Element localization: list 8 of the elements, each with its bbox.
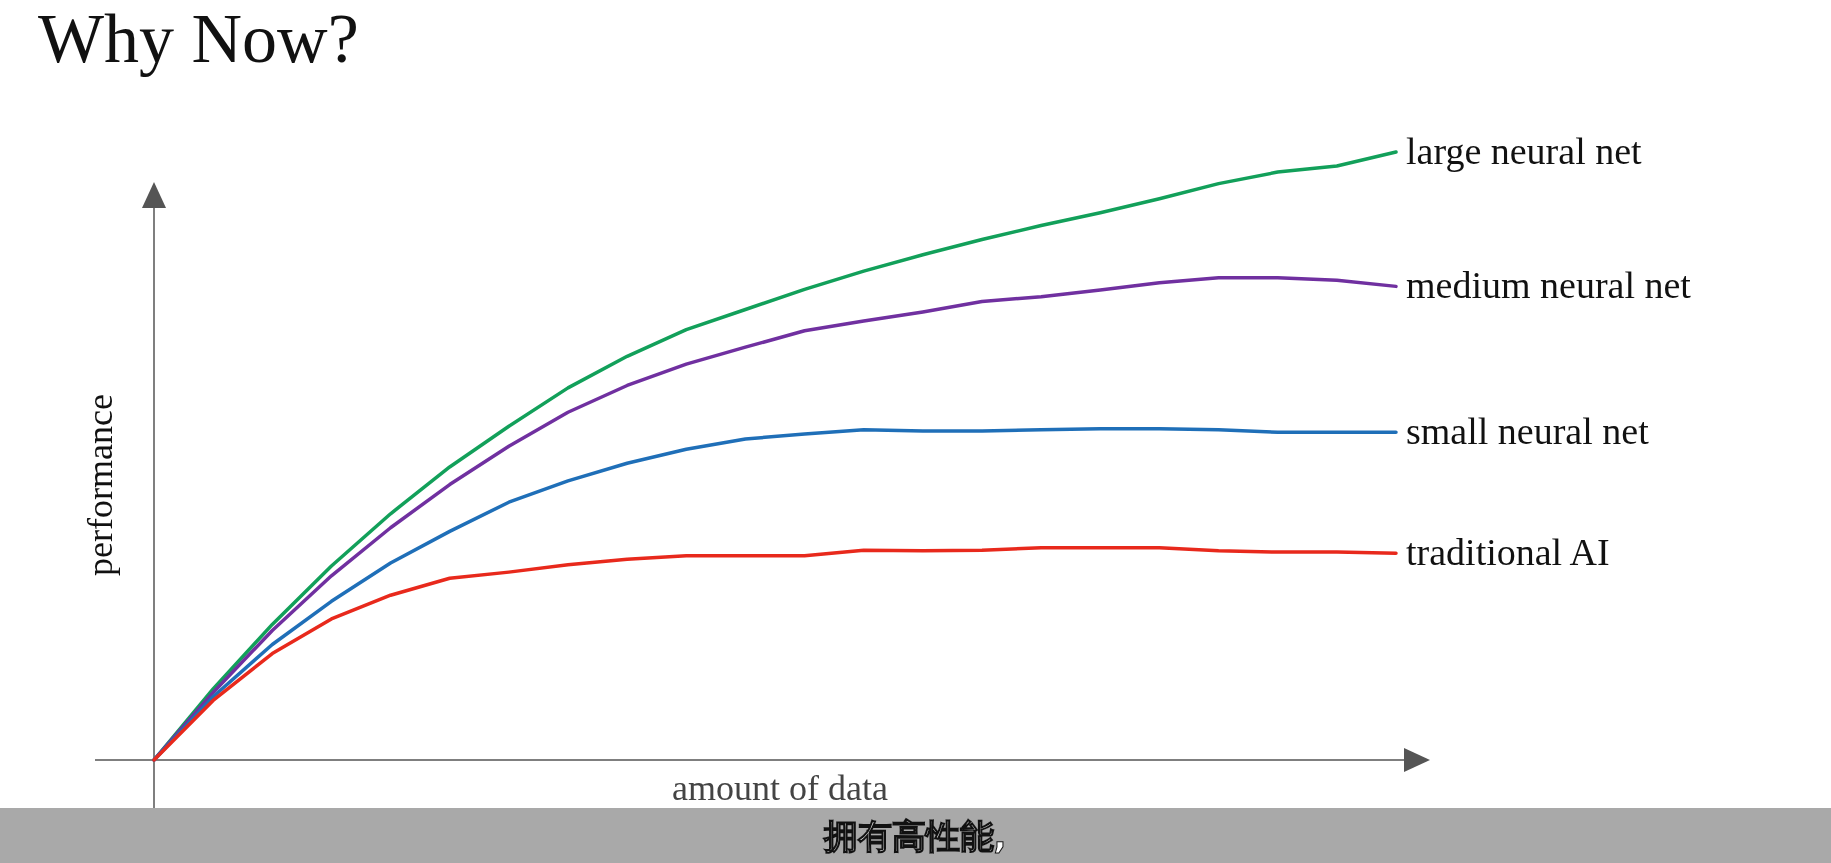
x-axis-title: amount of data [672,768,888,808]
series-label: medium neural net [1406,264,1692,307]
y-axis-title: performance [80,394,120,576]
series-label: traditional AI [1406,531,1610,574]
series-label: small neural net [1406,410,1650,453]
chart-title: Why Now? [38,0,359,77]
series-label: large neural net [1406,130,1643,172]
text: 拥有高性能, [822,816,1007,856]
